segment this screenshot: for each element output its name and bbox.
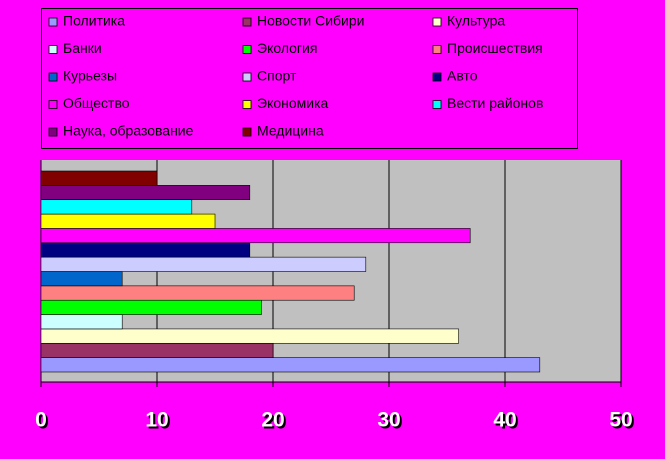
legend-label: Вести районов xyxy=(447,95,543,111)
legend-label: Политика xyxy=(63,13,125,29)
x-tick-label: 50 xyxy=(609,409,632,432)
legend-swatch xyxy=(432,17,442,27)
bar xyxy=(40,185,251,201)
legend-swatch xyxy=(242,45,252,54)
bar xyxy=(40,256,367,272)
x-tick-label: 40 xyxy=(493,409,516,432)
bar xyxy=(40,314,123,330)
bar xyxy=(40,299,262,315)
legend-label: Банки xyxy=(63,40,102,56)
legend-label: Происшествия xyxy=(447,40,543,56)
bar xyxy=(40,271,123,287)
legend-label: Медицина xyxy=(257,123,324,139)
x-tick-label: 0 xyxy=(35,409,47,432)
legend-label: Новости Сибири xyxy=(257,13,364,29)
legend-label: Наука, образование xyxy=(63,123,194,139)
bar xyxy=(40,213,216,229)
legend-swatch xyxy=(48,72,58,82)
legend-swatch xyxy=(432,72,442,82)
legend-swatch xyxy=(48,45,58,54)
bar xyxy=(40,328,459,344)
legend-label: Экология xyxy=(257,40,317,56)
legend-label: Экономика xyxy=(257,95,329,111)
x-tick-label: 30 xyxy=(377,409,400,432)
legend-label: Курьезы xyxy=(63,68,117,84)
legend-swatch xyxy=(48,100,58,109)
legend-label: Авто xyxy=(447,68,478,84)
bar xyxy=(40,228,471,244)
legend-swatch xyxy=(432,45,442,54)
legend-swatch xyxy=(242,127,252,137)
bar xyxy=(40,199,193,215)
bar xyxy=(40,170,158,186)
legend-label: Культура xyxy=(447,13,505,29)
legend-swatch xyxy=(48,17,58,27)
legend-swatch xyxy=(432,100,442,109)
legend-label: Спорт xyxy=(257,68,297,84)
bar xyxy=(40,285,355,301)
x-tick-label: 10 xyxy=(145,409,168,432)
legend-box xyxy=(41,8,578,149)
legend-swatch xyxy=(242,72,252,82)
bar xyxy=(40,342,274,358)
bar xyxy=(40,242,251,258)
legend-swatch xyxy=(242,17,252,27)
legend-label: Общество xyxy=(63,95,130,111)
legend-swatch xyxy=(242,100,252,109)
legend-swatch xyxy=(48,127,58,137)
x-tick-label: 20 xyxy=(261,409,284,432)
bar xyxy=(40,357,541,373)
